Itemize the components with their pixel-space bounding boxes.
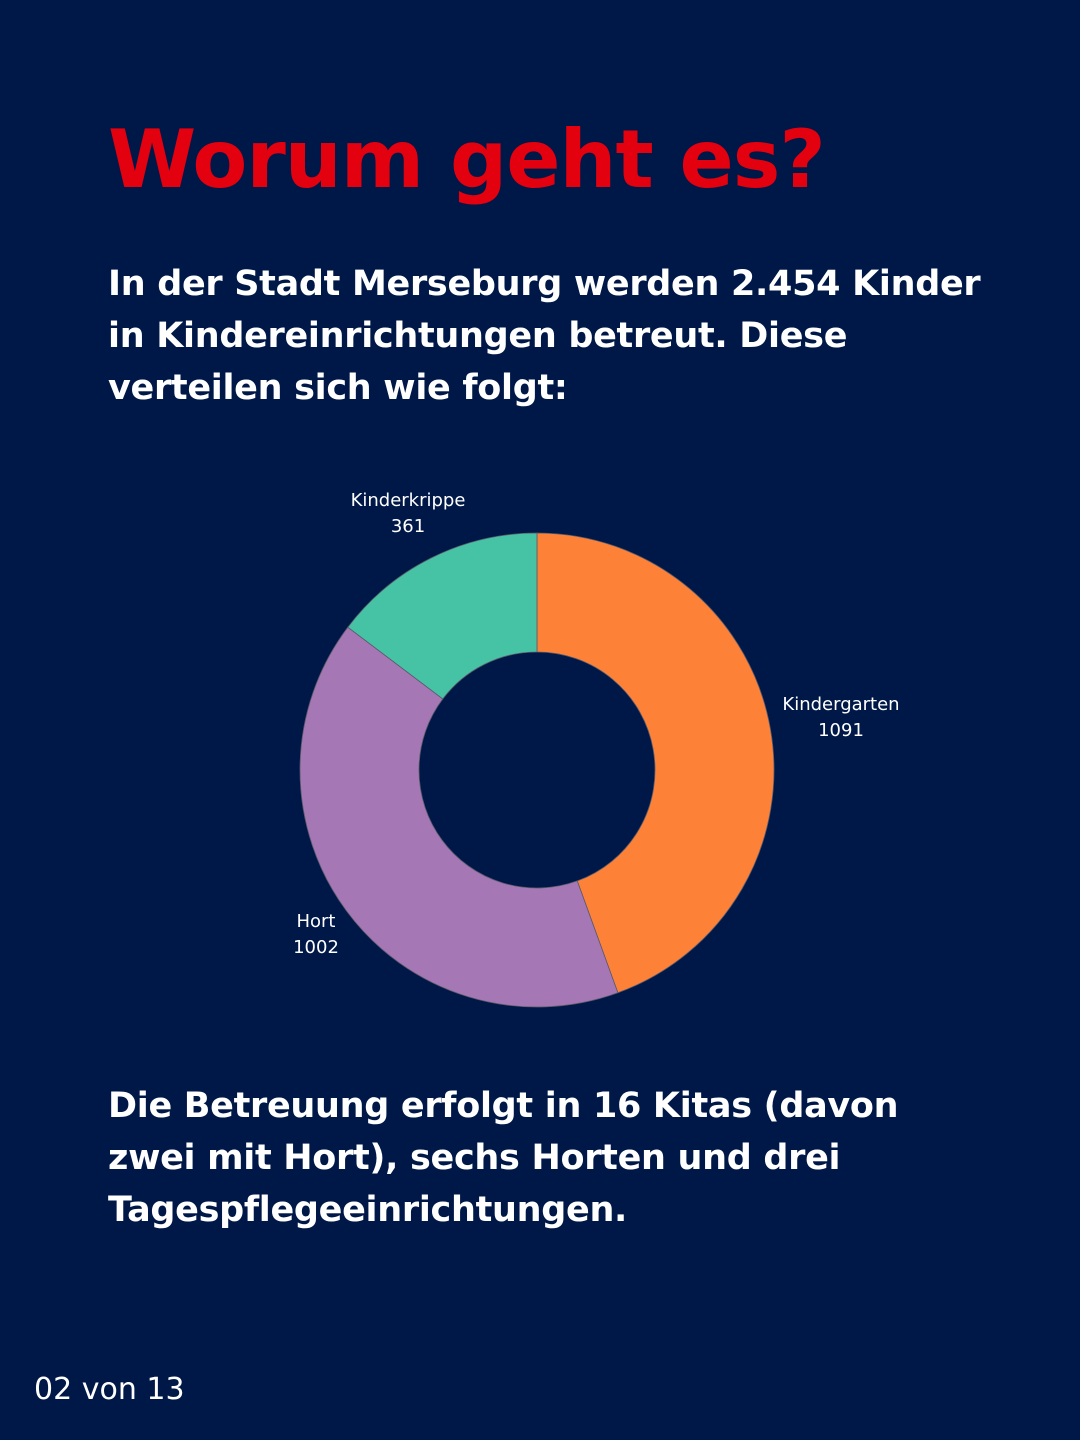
label-hort-value: 1002 <box>293 937 339 958</box>
chart-labels: Kindergarten 1091 Hort 1002 Kinderkrippe 361 <box>293 490 900 958</box>
page-title: Worum geht es? <box>108 113 826 206</box>
label-hort-name: Hort <box>296 911 335 932</box>
slice-kindergarten <box>536 532 775 994</box>
label-kindergarten-name: Kindergarten <box>782 694 899 715</box>
page-counter: 02 von 13 <box>34 1372 185 1407</box>
slice-kinderkrippe <box>347 532 538 700</box>
donut-chart: Kindergarten 1091 Hort 1002 Kinderkrippe 361 <box>293 490 900 1008</box>
outro-paragraph: Die Betreuung erfolgt in 16 Kitas (davon… <box>108 1086 899 1230</box>
label-kindergarten-value: 1091 <box>818 720 864 741</box>
slice-hort <box>299 626 619 1008</box>
label-kinderkrippe-name: Kinderkrippe <box>351 490 466 511</box>
label-kinderkrippe-value: 361 <box>391 516 425 537</box>
chart-slices <box>299 532 775 1008</box>
intro-paragraph: In der Stadt Merseburg werden 2.454 Kind… <box>108 264 981 408</box>
